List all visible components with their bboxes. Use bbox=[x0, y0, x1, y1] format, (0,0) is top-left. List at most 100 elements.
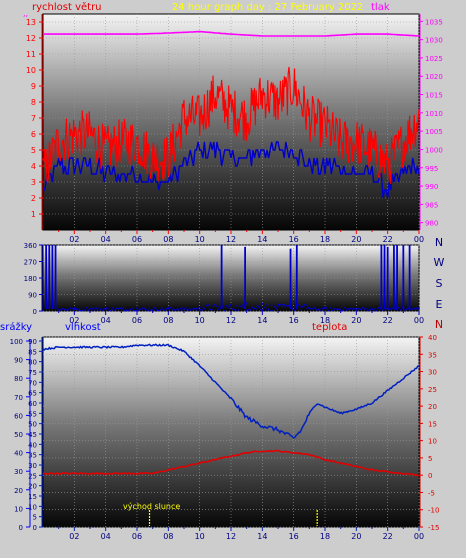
direction-point bbox=[404, 309, 406, 311]
direction-point bbox=[304, 304, 306, 306]
direction-point bbox=[347, 308, 350, 310]
direction-point bbox=[230, 304, 232, 307]
y-tick-label: 60 bbox=[28, 400, 37, 408]
direction-point bbox=[356, 308, 358, 310]
direction-point bbox=[73, 308, 76, 310]
direction-point bbox=[383, 309, 385, 311]
y-tick-label: 995 bbox=[425, 165, 438, 173]
direction-point bbox=[292, 306, 295, 308]
x-tick-label: 10 bbox=[195, 532, 205, 541]
humidity-time-axis: 02 04 06 08 10 12 14 16 18 20 22 00 bbox=[58, 527, 424, 541]
y-tick-label: 90 bbox=[28, 292, 37, 300]
rain-label: srážky bbox=[0, 321, 32, 333]
y-tick-label: 980 bbox=[425, 220, 438, 228]
direction-point bbox=[88, 309, 90, 311]
direction-point bbox=[198, 309, 201, 311]
y-tick-label: 15 bbox=[28, 493, 37, 501]
direction-point bbox=[146, 309, 148, 311]
direction-point bbox=[330, 307, 332, 309]
direction-point bbox=[83, 309, 85, 311]
direction-point bbox=[351, 308, 353, 310]
direction-point bbox=[157, 309, 159, 312]
direction-point bbox=[69, 307, 71, 309]
x-tick-label: 00 bbox=[414, 235, 424, 244]
direction-point bbox=[394, 308, 396, 310]
direction-point bbox=[128, 309, 130, 312]
direction-point bbox=[325, 306, 327, 309]
direction-point bbox=[340, 309, 342, 312]
direction-point bbox=[376, 308, 379, 310]
direction-point bbox=[177, 308, 179, 310]
direction-point bbox=[218, 305, 221, 308]
humidity-temp-plot-area bbox=[42, 336, 420, 528]
direction-point bbox=[134, 310, 137, 312]
direction-point bbox=[87, 310, 89, 312]
direction-point bbox=[405, 308, 407, 311]
direction-point bbox=[319, 308, 321, 310]
direction-point bbox=[59, 309, 61, 311]
direction-point bbox=[73, 307, 75, 309]
x-tick-label: 08 bbox=[163, 235, 173, 244]
direction-point bbox=[278, 305, 281, 307]
direction-point bbox=[137, 309, 139, 312]
x-tick-label: 12 bbox=[226, 532, 236, 541]
direction-point bbox=[299, 309, 301, 311]
direction-point bbox=[355, 308, 358, 310]
direction-point bbox=[72, 308, 74, 310]
direction-point bbox=[276, 308, 278, 310]
direction-point bbox=[122, 308, 124, 310]
direction-point bbox=[302, 305, 305, 307]
direction-point bbox=[179, 307, 182, 310]
y-tick-label: 30 bbox=[14, 468, 23, 476]
direction-point bbox=[99, 308, 102, 310]
direction-point bbox=[57, 308, 59, 310]
direction-point bbox=[241, 304, 243, 306]
direction-point bbox=[339, 308, 341, 310]
direction-point bbox=[82, 309, 84, 312]
direction-point bbox=[410, 309, 412, 311]
direction-point bbox=[284, 304, 286, 306]
direction-point bbox=[255, 305, 257, 307]
direction-point bbox=[380, 308, 382, 310]
humidity-label: vlhkost bbox=[65, 322, 101, 333]
direction-point bbox=[236, 305, 238, 307]
y-tick-label: 270 bbox=[24, 259, 37, 267]
direction-point bbox=[98, 309, 100, 312]
direction-point bbox=[227, 306, 229, 308]
direction-point bbox=[169, 306, 172, 309]
direction-point bbox=[300, 306, 302, 308]
direction-point bbox=[104, 308, 107, 310]
y-tick-label: 40 bbox=[428, 334, 437, 342]
direction-point bbox=[192, 308, 194, 311]
direction-point bbox=[142, 307, 144, 309]
direction-point bbox=[257, 305, 259, 308]
direction-point bbox=[246, 309, 248, 311]
chart-title: 24 hour graph day : 27 February 2022 bbox=[172, 2, 363, 13]
y-tick-label: 35 bbox=[428, 351, 437, 359]
y-tick-label: 60 bbox=[14, 412, 23, 420]
direction-point bbox=[164, 308, 167, 311]
direction-point bbox=[97, 307, 99, 309]
temperature-axis: -15 -10 -5 0 5 10 15 20 25 30 35 40 bbox=[419, 334, 439, 532]
direction-point bbox=[151, 309, 153, 311]
direction-point bbox=[371, 308, 374, 310]
direction-point bbox=[292, 301, 295, 303]
direction-point bbox=[314, 307, 316, 309]
y-tick-label: 35 bbox=[28, 452, 37, 460]
x-tick-label: 14 bbox=[257, 235, 267, 244]
y-tick-label: 0 bbox=[428, 472, 432, 480]
y-tick-label: 40 bbox=[28, 441, 37, 449]
y-tick-label: 70 bbox=[28, 379, 37, 387]
direction-point bbox=[90, 309, 93, 312]
direction-point bbox=[235, 309, 237, 312]
x-tick-label: 20 bbox=[351, 532, 361, 541]
direction-point bbox=[265, 309, 267, 311]
x-tick-label: 16 bbox=[289, 235, 299, 244]
direction-point bbox=[108, 309, 110, 311]
direction-point bbox=[96, 307, 98, 310]
y-tick-label: 90 bbox=[28, 338, 37, 346]
direction-point bbox=[75, 308, 78, 310]
y-tick-label: 0 bbox=[33, 524, 37, 532]
direction-point bbox=[67, 309, 69, 311]
